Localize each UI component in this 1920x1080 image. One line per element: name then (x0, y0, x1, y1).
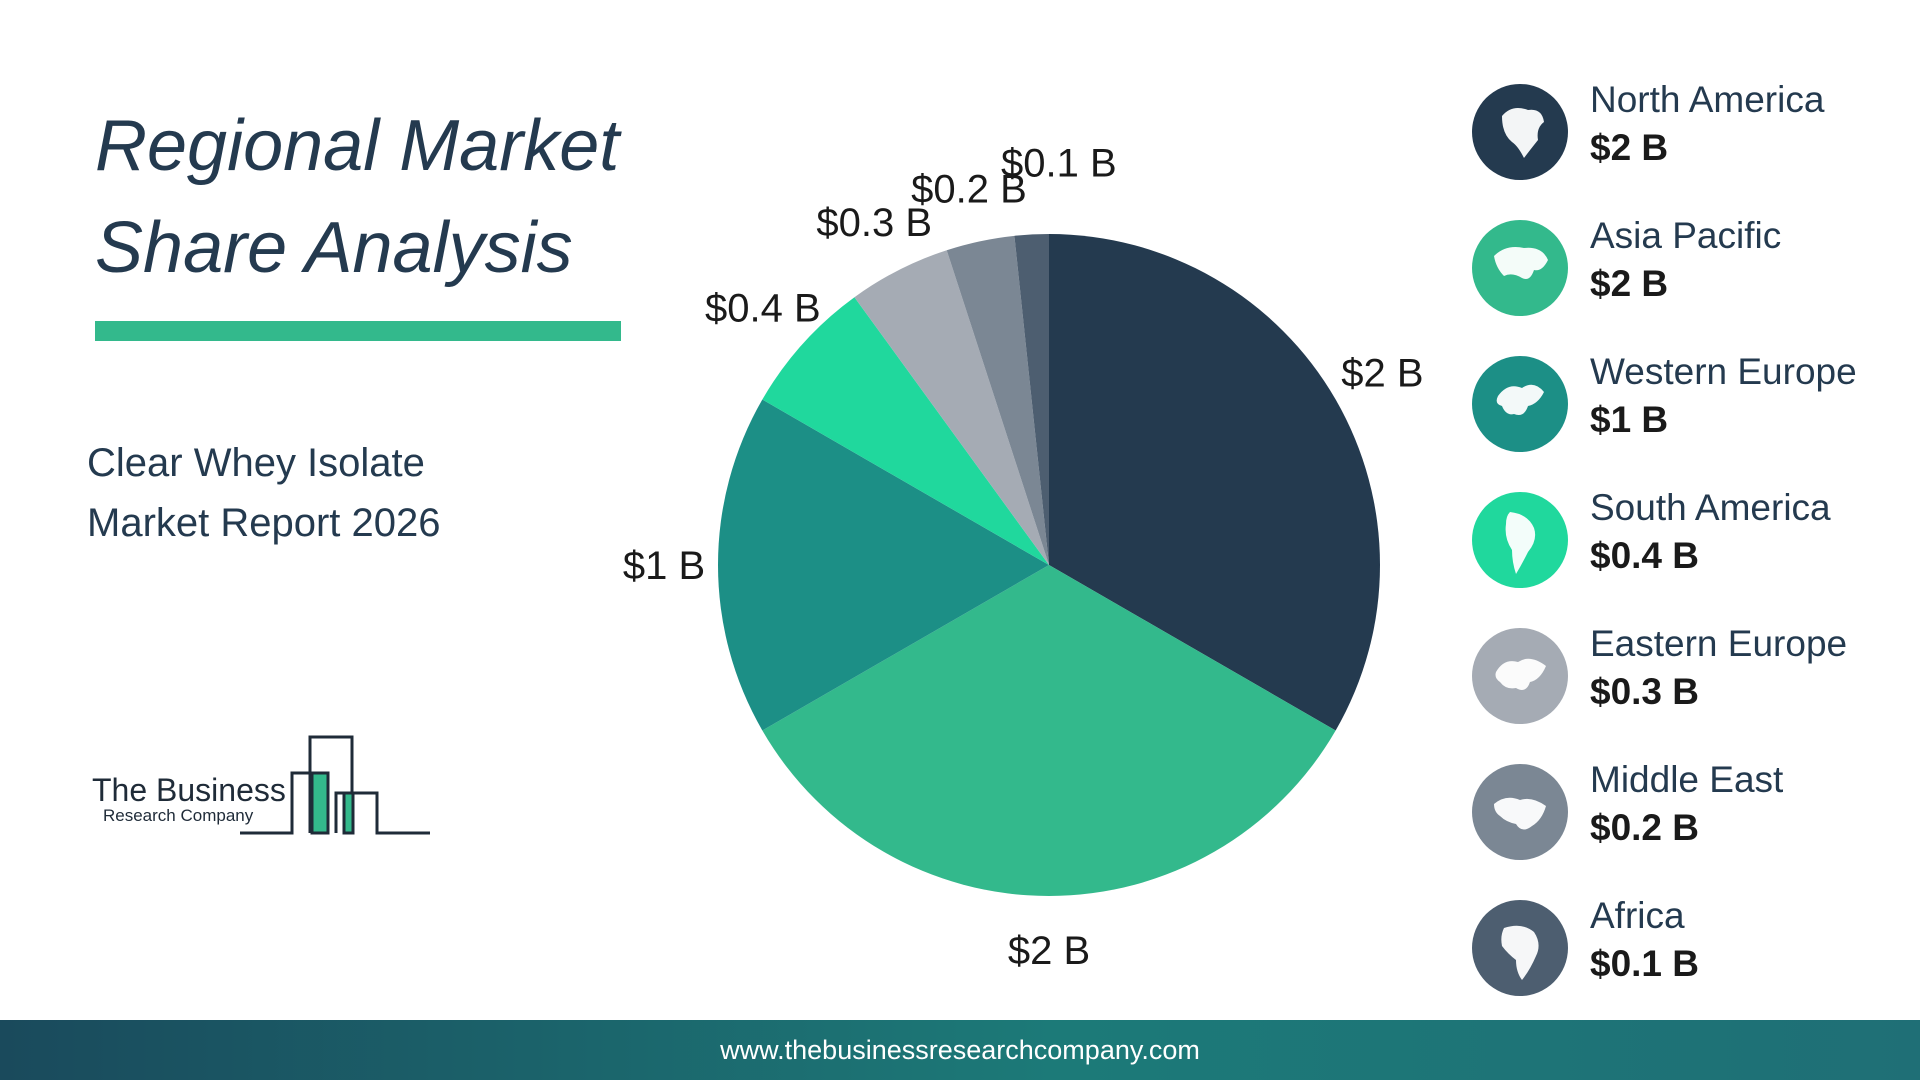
pie-slice-eastern-europe (854, 250, 1049, 565)
pie-label-north-america: $2 B (1341, 352, 1423, 396)
pie-label-middle-east: $0.2 B (911, 167, 1027, 211)
pie-label-south-america: $0.4 B (705, 286, 821, 330)
north-america-map-icon (1472, 84, 1568, 180)
asia-pacific-map-icon (1472, 220, 1568, 316)
pie-slice-south-america (762, 297, 1049, 565)
logo-text-line-2: Research Company (103, 806, 254, 825)
logo-buildings-icon (240, 735, 430, 835)
south-america-map-icon (1472, 492, 1568, 588)
western-europe-map-icon (1472, 356, 1568, 452)
eastern-europe-map-icon (1472, 628, 1568, 724)
pie-slice-north-america (1049, 234, 1380, 731)
title-accent-bar (95, 321, 621, 341)
report-subtitle: Clear Whey Isolate Market Report 2026 (87, 433, 527, 553)
legend-region-name: Africa (1590, 895, 1685, 936)
pie-label-asia-pacific: $2 B (1008, 929, 1090, 973)
legend-region-value: $0.3 B (1590, 671, 1700, 712)
pie-label-eastern-europe: $0.3 B (816, 201, 932, 245)
legend-region-name: Middle East (1590, 759, 1784, 800)
footer-url[interactable]: www.thebusinessresearchcompany.com (720, 1034, 1200, 1065)
pie-chart: $2 B $2 B $1 B $0.4 B $0.3 B $0.2 B $0.1 B (623, 142, 1424, 973)
pie-label-africa: $0.1 B (1001, 142, 1117, 186)
legend-region-name: South America (1590, 487, 1831, 528)
pie-chart-svg: $2 B $2 B $1 B $0.4 B $0.3 B$0.2 B$0.1 B (623, 142, 1424, 973)
company-logo: The Business Research Company (92, 733, 437, 838)
pie-slice-western-europe (718, 399, 1049, 731)
subtitle-line-1: Clear Whey Isolate (87, 441, 425, 485)
legend-region-value: $0.1 B (1590, 943, 1700, 984)
middle-east-map-icon (1472, 764, 1568, 860)
page-title: Regional Market Share Analysis (95, 95, 655, 299)
legend-region-value: $1 B (1590, 399, 1669, 440)
legend-item-eastern-europe: Eastern Europe $0.3 B (1472, 622, 1912, 732)
pie-slice-africa (1014, 234, 1049, 565)
legend-item-south-america: South America $0.4 B (1472, 486, 1912, 596)
legend-region-value: $0.4 B (1590, 535, 1700, 576)
legend-region-name: Eastern Europe (1590, 623, 1848, 664)
legend-item-middle-east: Middle East $0.2 B (1472, 758, 1912, 868)
title-line-2: Share Analysis (95, 208, 573, 288)
legend-item-western-europe: Western Europe $1 B (1472, 350, 1912, 460)
subtitle-line-2: Market Report 2026 (87, 501, 441, 545)
legend-region-value: $2 B (1590, 263, 1669, 304)
pie-slice-middle-east (946, 235, 1049, 566)
legend-region-value: $2 B (1590, 127, 1669, 168)
footer-bar: www.thebusinessresearchcompany.com (0, 1020, 1920, 1080)
title-line-1: Regional Market (95, 106, 620, 186)
legend-region-name: North America (1590, 79, 1825, 120)
legend-region-name: Asia Pacific (1590, 215, 1782, 256)
africa-map-icon (1472, 900, 1568, 996)
pie-label-western-europe: $1 B (623, 544, 705, 588)
legend-item-north-america: North America $2 B (1472, 78, 1912, 188)
legend-region-name: Western Europe (1590, 351, 1857, 392)
legend-region-value: $0.2 B (1590, 807, 1700, 848)
legend-item-asia-pacific: Asia Pacific $2 B (1472, 214, 1912, 324)
legend-item-africa: Africa $0.1 B (1472, 894, 1912, 1004)
logo-text-line-1: The Business (92, 772, 286, 808)
